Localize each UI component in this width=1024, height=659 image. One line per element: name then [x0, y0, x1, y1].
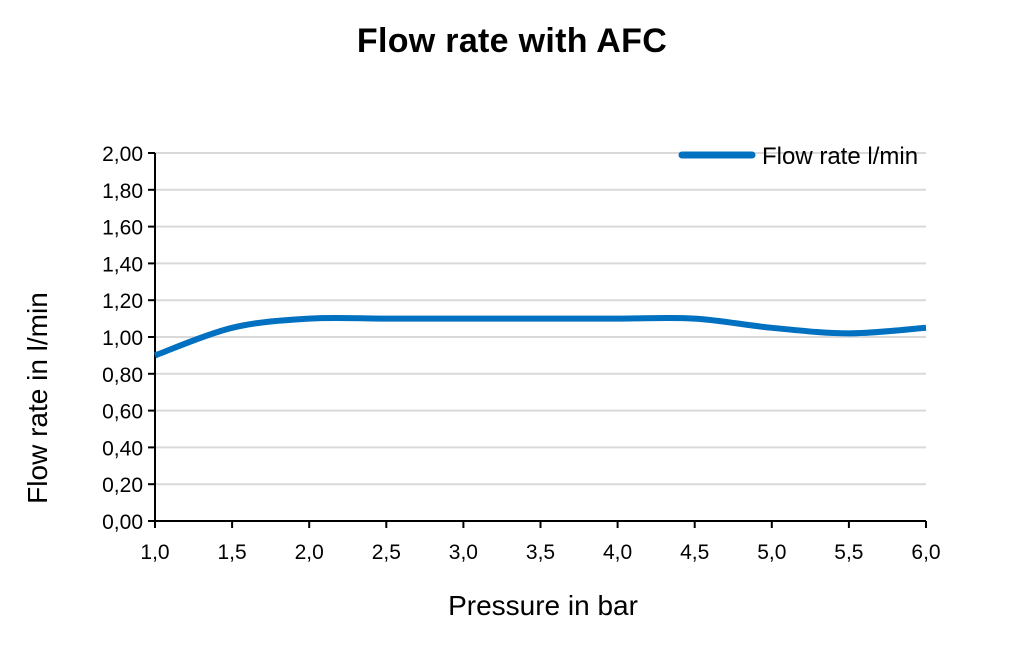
x-tick-label: 4,5	[680, 541, 709, 564]
x-tick-label: 2,0	[295, 541, 324, 564]
axes	[148, 152, 927, 528]
y-tick-label: 1,40	[102, 253, 143, 276]
x-tick-label: 5,0	[757, 541, 786, 564]
y-axis-title: Flow rate in l/min	[22, 292, 53, 504]
x-tick-label: 2,5	[372, 541, 401, 564]
y-tick-label: 1,80	[102, 180, 143, 203]
x-tick-labels: 1,0 1,5 2,0 2,5 3,0 3,5 4,0 4,5 5,0 5,5 6,0	[140, 541, 940, 564]
x-tick-label: 3,5	[526, 541, 555, 564]
x-tick-label: 5,5	[834, 541, 863, 564]
y-tick-label: 1,00	[102, 327, 143, 350]
y-tick-label: 0,80	[102, 364, 143, 387]
y-tick-label: 1,60	[102, 217, 143, 240]
legend: Flow rate l/min	[678, 143, 918, 170]
series-line-flow-rate	[153, 314, 927, 359]
y-tick-label: 0,00	[102, 511, 143, 534]
x-tick-label: 1,0	[140, 541, 169, 564]
y-tick-label: 0,20	[102, 474, 143, 497]
y-tick-labels: 0,00 0,20 0,40 0,60 0,80 1,00 1,20 1,40 1,60 1,80…	[102, 143, 143, 534]
x-axis-title: Pressure in bar	[448, 590, 638, 621]
legend-label-flow-rate: Flow rate l/min	[762, 143, 918, 170]
y-tick-label: 1,20	[102, 290, 143, 313]
series-lines	[153, 314, 927, 359]
y-tick-label: 0,40	[102, 437, 143, 460]
x-tick-label: 3,0	[449, 541, 478, 564]
x-tick-label: 1,5	[217, 541, 246, 564]
y-tick-label: 2,00	[102, 143, 143, 166]
x-tick-label: 6,0	[911, 541, 940, 564]
chart-title: Flow rate with AFC	[356, 22, 668, 60]
y-tick-label: 0,60	[102, 401, 143, 424]
x-tick-label: 4,0	[603, 541, 632, 564]
grid-lines	[155, 152, 926, 486]
